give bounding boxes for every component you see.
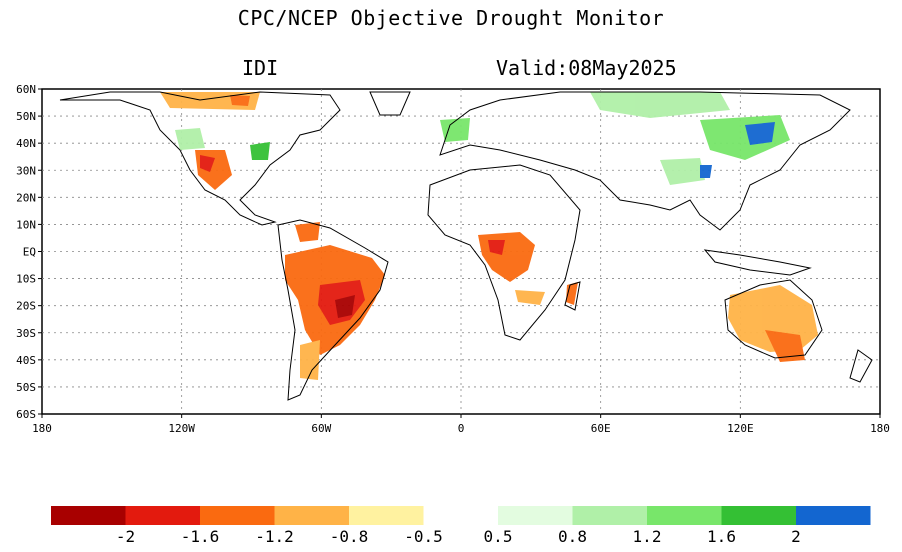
lat-label: 10N — [16, 218, 36, 231]
drought-shading — [160, 92, 818, 380]
legend-swatch-wet — [721, 506, 796, 525]
lon-label: 180 — [32, 422, 52, 435]
lat-label: 30S — [16, 327, 36, 340]
legend-swatch-wet — [796, 506, 871, 525]
valid-date-label: Valid:08May2025 — [496, 56, 677, 80]
legend-label: -1.2 — [255, 527, 294, 546]
legend-swatch-dry — [200, 506, 275, 525]
lat-label: EQ — [23, 246, 36, 259]
legend-swatch-wet — [647, 506, 722, 525]
legend-swatch-wet — [572, 506, 647, 525]
lat-label: 60N — [16, 83, 36, 96]
legend-label: -0.8 — [330, 527, 369, 546]
latitude-labels: 60N 50N 40N 30N 20N 10N EQ 10S 20S 30S 40S 50S 60S — [16, 83, 42, 421]
color-legend: -2 -1.6 -1.2 -0.8 -0.5 0.5 0.8 1.2 1.6 2 — [51, 506, 871, 546]
lon-label: 120E — [727, 422, 754, 435]
lat-label: 20S — [16, 300, 36, 313]
legend-label: 1.6 — [707, 527, 736, 546]
lat-label: 40S — [16, 354, 36, 367]
lon-label: 0 — [458, 422, 465, 435]
legend-swatch-wet — [498, 506, 573, 525]
lat-label: 50N — [16, 110, 36, 123]
legend-swatch-dry — [51, 506, 126, 525]
legend-swatch-dry — [349, 506, 424, 525]
longitude-labels: 180 120W 60W 0 60E 120E 180 — [32, 414, 890, 435]
lat-label: 10S — [16, 273, 36, 286]
lat-label: 50S — [16, 381, 36, 394]
legend-label: -2 — [116, 527, 135, 546]
lon-label: 60W — [311, 422, 331, 435]
legend-label: 2 — [791, 527, 801, 546]
legend-label: -0.5 — [404, 527, 443, 546]
map-title: CPC/NCEP Objective Drought Monitor — [237, 6, 665, 30]
legend-swatch-dry — [274, 506, 349, 525]
lon-label: 60E — [591, 422, 611, 435]
legend-label: 0.8 — [558, 527, 587, 546]
lon-label: 180 — [870, 422, 890, 435]
lat-label: 30N — [16, 164, 36, 177]
legend-label: 1.2 — [633, 527, 662, 546]
legend-label: -1.6 — [181, 527, 220, 546]
coastlines — [59, 91, 873, 401]
index-label: IDI — [242, 56, 279, 80]
lon-label: 120W — [168, 422, 195, 435]
lat-label: 40N — [16, 137, 36, 150]
lat-label: 60S — [16, 408, 36, 421]
legend-swatch-dry — [125, 506, 200, 525]
lat-label: 20N — [16, 191, 36, 204]
legend-label: 0.5 — [484, 527, 513, 546]
